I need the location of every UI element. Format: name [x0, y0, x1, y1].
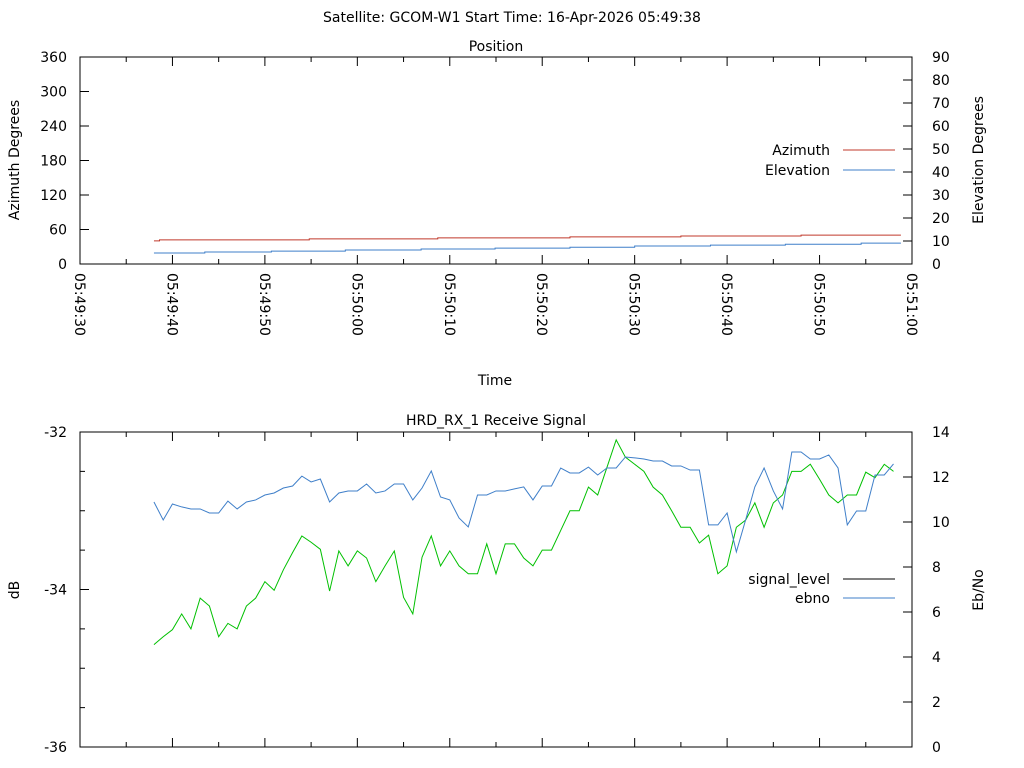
y2-tick-label: 80 [932, 73, 950, 89]
y-tick-label: 180 [40, 154, 67, 170]
position-plot: Position Time Azimuth Degrees Elevation … [7, 39, 987, 389]
y-tick-label: 0 [58, 257, 67, 273]
y2-tick-label: 90 [932, 50, 950, 66]
x-tick-label: 05:50:10 [441, 273, 457, 336]
y-tick-label: 360 [40, 50, 67, 66]
y2-axis-label: Elevation Degrees [971, 96, 987, 224]
y2-tick-label: 10 [932, 234, 950, 250]
y2-tick-label: 30 [932, 188, 950, 204]
receive-signal-plot: HRD_RX_1 Receive Signal dB Eb/No signal_… [7, 413, 987, 756]
y2-tick-label: 10 [932, 515, 950, 531]
x-tick-label: 05:50:20 [533, 273, 549, 336]
position-title: Position [469, 39, 524, 55]
x-axis-label: Time [477, 373, 512, 389]
y2-tick-label: 8 [932, 560, 941, 576]
y-tick-label: -34 [44, 583, 67, 599]
y2-axis-label: Eb/No [971, 569, 987, 611]
y-axis-label: dB [7, 581, 23, 600]
series-line-azimuth [153, 234, 901, 242]
x-tick-label: 05:50:30 [626, 273, 642, 336]
x-tick-label: 05:50:50 [811, 273, 827, 336]
y2-tick-label: 20 [932, 211, 950, 227]
y2-tick-label: 0 [932, 740, 941, 756]
y2-tick-label: 60 [932, 119, 950, 135]
y-tick-label: 300 [40, 85, 67, 101]
legend-label-signal-level: signal_level [748, 572, 830, 588]
x-tick-label: 05:49:50 [256, 273, 272, 336]
series-line-ebno [153, 451, 894, 554]
y2-tick-label: 50 [932, 142, 950, 158]
y2-tick-label: 0 [932, 257, 941, 273]
signal-title: HRD_RX_1 Receive Signal [406, 413, 586, 429]
x-tick-label: 05:49:40 [163, 273, 179, 336]
legend-label-elevation: Elevation [765, 163, 830, 179]
y-tick-label: -36 [44, 740, 67, 756]
y-tick-label: 60 [49, 223, 67, 239]
series-line-signal-level [153, 438, 894, 646]
x-tick-label: 05:50:40 [718, 273, 734, 336]
y-tick-label: 120 [40, 188, 67, 204]
y2-tick-label: 70 [932, 96, 950, 112]
x-tick-label: 05:50:00 [348, 273, 364, 336]
y-axis-label: Azimuth Degrees [7, 100, 23, 220]
y2-tick-label: 4 [932, 650, 941, 666]
x-tick-label: 05:49:30 [71, 273, 87, 336]
legend-label-ebno: ebno [795, 591, 830, 607]
y2-tick-label: 6 [932, 605, 941, 621]
x-tick-label: 05:51:00 [903, 273, 919, 336]
y-tick-label: 240 [40, 119, 67, 135]
y-tick-label: -32 [44, 425, 67, 441]
legend-label-azimuth: Azimuth [772, 143, 830, 159]
y2-tick-label: 2 [932, 695, 941, 711]
series-line-elevation [153, 242, 901, 254]
plot-border [79, 56, 913, 265]
y2-tick-label: 14 [932, 425, 950, 441]
main-title: Satellite: GCOM-W1 Start Time: 16-Apr-20… [323, 10, 701, 26]
y2-tick-label: 40 [932, 165, 950, 181]
y2-tick-label: 12 [932, 470, 950, 486]
